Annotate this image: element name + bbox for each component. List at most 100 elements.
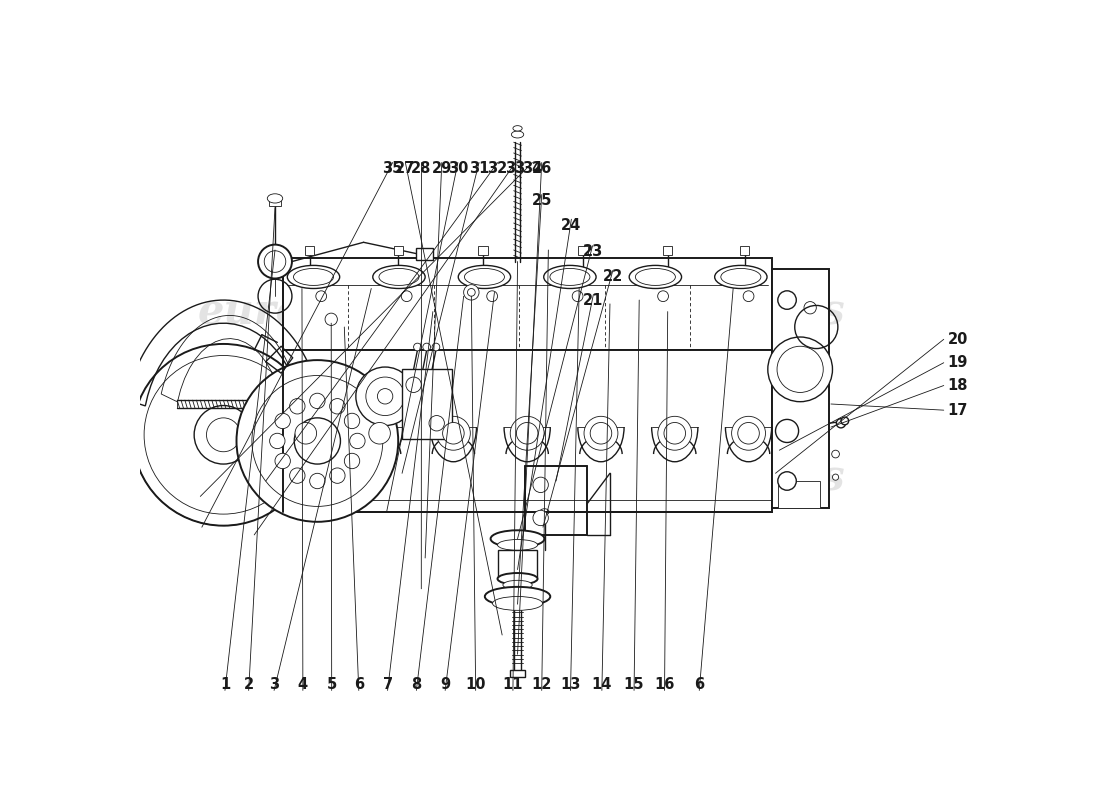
Ellipse shape: [378, 269, 419, 286]
Bar: [394, 246, 403, 254]
Text: 6: 6: [354, 677, 364, 692]
Text: 14: 14: [592, 677, 612, 692]
Circle shape: [356, 367, 415, 426]
Circle shape: [534, 510, 549, 526]
Circle shape: [295, 422, 317, 444]
Circle shape: [258, 245, 292, 278]
Bar: [772, 270, 829, 508]
Circle shape: [133, 344, 315, 526]
Circle shape: [310, 474, 326, 489]
Ellipse shape: [512, 131, 524, 138]
Circle shape: [344, 414, 360, 429]
Ellipse shape: [636, 269, 675, 286]
Bar: [663, 246, 672, 254]
Text: 3: 3: [270, 677, 279, 692]
Circle shape: [194, 406, 253, 464]
Text: 11: 11: [503, 677, 524, 692]
Ellipse shape: [485, 587, 550, 606]
Ellipse shape: [464, 269, 505, 286]
Ellipse shape: [503, 580, 532, 590]
Circle shape: [207, 418, 240, 452]
Circle shape: [429, 415, 444, 431]
Circle shape: [406, 377, 421, 393]
Circle shape: [402, 291, 412, 302]
Circle shape: [344, 454, 360, 469]
Bar: [579, 246, 587, 254]
Text: 30: 30: [448, 161, 469, 176]
Text: 27: 27: [395, 161, 416, 176]
Bar: [416, 249, 433, 260]
Circle shape: [377, 389, 393, 404]
Circle shape: [330, 468, 345, 483]
Ellipse shape: [497, 539, 538, 550]
Text: 17: 17: [947, 402, 968, 418]
Text: 24: 24: [561, 218, 582, 233]
Circle shape: [658, 416, 692, 450]
Bar: [740, 246, 749, 254]
Ellipse shape: [294, 269, 333, 286]
Circle shape: [516, 422, 538, 444]
Circle shape: [330, 398, 345, 414]
Text: 25: 25: [531, 194, 552, 208]
Circle shape: [658, 291, 669, 302]
Circle shape: [422, 343, 430, 351]
Circle shape: [289, 468, 305, 483]
Circle shape: [437, 416, 471, 450]
Text: 35: 35: [383, 161, 403, 176]
Circle shape: [442, 422, 464, 444]
Text: 9: 9: [440, 677, 450, 692]
Text: 32: 32: [487, 161, 508, 176]
Circle shape: [468, 289, 475, 296]
Text: eurospares: eurospares: [198, 290, 455, 333]
Circle shape: [664, 422, 685, 444]
Ellipse shape: [720, 269, 761, 286]
Text: 33: 33: [505, 161, 526, 176]
Text: 6: 6: [694, 677, 704, 692]
Circle shape: [326, 313, 338, 326]
Text: eurospares: eurospares: [587, 457, 845, 499]
Bar: [283, 350, 772, 512]
Circle shape: [275, 414, 290, 429]
Circle shape: [768, 337, 833, 402]
Ellipse shape: [513, 126, 522, 131]
Text: 1: 1: [220, 677, 230, 692]
Circle shape: [270, 434, 285, 449]
Text: eurospares: eurospares: [587, 290, 845, 333]
Circle shape: [836, 418, 846, 428]
Circle shape: [366, 377, 405, 415]
Circle shape: [591, 422, 612, 444]
Ellipse shape: [491, 530, 544, 547]
Text: 26: 26: [531, 161, 552, 176]
Text: 15: 15: [624, 677, 645, 692]
Text: 19: 19: [947, 355, 968, 370]
Circle shape: [264, 250, 286, 272]
Circle shape: [316, 291, 327, 302]
Text: 2: 2: [243, 677, 254, 692]
Circle shape: [842, 417, 849, 425]
Circle shape: [572, 291, 583, 302]
Text: 7: 7: [383, 677, 393, 692]
Text: 18: 18: [947, 378, 968, 393]
Circle shape: [832, 450, 839, 458]
Circle shape: [486, 291, 497, 302]
Circle shape: [236, 360, 398, 522]
Circle shape: [732, 416, 766, 450]
Text: 13: 13: [560, 677, 581, 692]
Bar: [498, 550, 537, 578]
Text: 10: 10: [465, 677, 486, 692]
Text: 5: 5: [327, 677, 337, 692]
Circle shape: [778, 291, 796, 310]
Circle shape: [804, 302, 816, 314]
Circle shape: [833, 474, 838, 480]
Circle shape: [776, 419, 799, 442]
Text: 4: 4: [298, 677, 308, 692]
Text: 12: 12: [531, 677, 552, 692]
Text: eurospares: eurospares: [198, 457, 455, 499]
Bar: [478, 246, 487, 254]
Bar: [778, 481, 821, 508]
Ellipse shape: [715, 266, 767, 289]
Text: 28: 28: [411, 161, 431, 176]
Circle shape: [738, 422, 759, 444]
Text: 20: 20: [947, 332, 968, 347]
Bar: [268, 198, 282, 206]
